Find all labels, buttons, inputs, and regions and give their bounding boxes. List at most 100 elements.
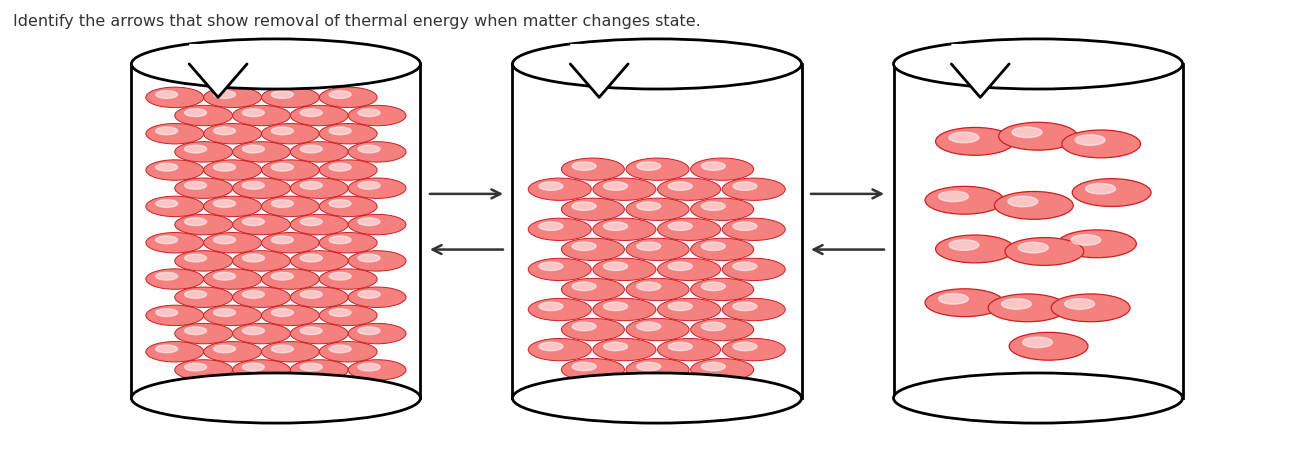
Circle shape	[213, 200, 235, 208]
Circle shape	[1058, 231, 1137, 258]
Circle shape	[175, 324, 233, 344]
Circle shape	[184, 146, 206, 154]
Circle shape	[271, 164, 293, 172]
Circle shape	[175, 142, 233, 163]
Circle shape	[155, 309, 177, 317]
Circle shape	[625, 159, 689, 181]
Circle shape	[593, 299, 656, 321]
Circle shape	[204, 306, 261, 326]
Circle shape	[290, 251, 348, 271]
Circle shape	[213, 309, 235, 317]
Circle shape	[733, 223, 757, 231]
Circle shape	[328, 237, 351, 244]
Circle shape	[691, 359, 754, 381]
Circle shape	[669, 182, 692, 191]
Circle shape	[290, 142, 348, 163]
Circle shape	[261, 161, 319, 181]
Circle shape	[925, 187, 1004, 215]
Circle shape	[357, 146, 380, 154]
Circle shape	[233, 324, 290, 344]
Circle shape	[702, 163, 725, 171]
Circle shape	[1008, 197, 1038, 207]
Circle shape	[155, 200, 177, 208]
Circle shape	[184, 182, 206, 190]
Circle shape	[723, 179, 786, 201]
Circle shape	[625, 279, 689, 301]
Circle shape	[204, 88, 261, 108]
Circle shape	[242, 363, 264, 371]
Circle shape	[702, 323, 725, 331]
Circle shape	[233, 179, 290, 199]
Circle shape	[657, 179, 720, 201]
Circle shape	[146, 124, 204, 144]
Circle shape	[561, 199, 624, 221]
Circle shape	[637, 282, 661, 291]
Circle shape	[271, 273, 293, 281]
Circle shape	[319, 269, 377, 290]
Circle shape	[593, 339, 656, 361]
Circle shape	[593, 259, 656, 281]
Circle shape	[261, 88, 319, 108]
Circle shape	[936, 128, 1014, 156]
Circle shape	[723, 259, 786, 281]
Ellipse shape	[512, 40, 802, 90]
Circle shape	[603, 263, 628, 271]
Circle shape	[300, 146, 322, 154]
Circle shape	[691, 319, 754, 341]
Circle shape	[657, 339, 720, 361]
Circle shape	[1071, 235, 1101, 246]
Circle shape	[603, 302, 628, 311]
Text: Identify the arrows that show removal of thermal energy when matter changes stat: Identify the arrows that show removal of…	[13, 14, 700, 29]
Circle shape	[528, 299, 591, 321]
Circle shape	[175, 215, 233, 235]
Circle shape	[328, 345, 351, 353]
Circle shape	[999, 123, 1077, 151]
Circle shape	[988, 294, 1067, 322]
Circle shape	[146, 197, 204, 217]
Circle shape	[637, 243, 661, 251]
Circle shape	[357, 327, 380, 335]
Circle shape	[691, 159, 754, 181]
Circle shape	[539, 343, 562, 351]
Circle shape	[290, 288, 348, 308]
Circle shape	[146, 306, 204, 326]
Circle shape	[204, 197, 261, 217]
Circle shape	[625, 239, 689, 261]
Circle shape	[175, 251, 233, 271]
Circle shape	[146, 161, 204, 181]
Circle shape	[723, 219, 786, 241]
Circle shape	[213, 273, 235, 281]
Circle shape	[290, 324, 348, 344]
Circle shape	[348, 106, 406, 126]
Ellipse shape	[131, 40, 420, 90]
Circle shape	[261, 233, 319, 253]
Circle shape	[691, 199, 754, 221]
Circle shape	[271, 309, 293, 317]
Circle shape	[572, 323, 597, 331]
Circle shape	[271, 128, 293, 136]
Circle shape	[357, 363, 380, 371]
Circle shape	[175, 179, 233, 199]
Circle shape	[637, 163, 661, 171]
Circle shape	[669, 263, 692, 271]
Circle shape	[357, 182, 380, 190]
Circle shape	[233, 251, 290, 271]
Circle shape	[949, 133, 979, 144]
Circle shape	[271, 237, 293, 244]
Circle shape	[1075, 136, 1105, 146]
Circle shape	[1062, 131, 1141, 158]
Circle shape	[233, 288, 290, 308]
Circle shape	[348, 288, 406, 308]
Circle shape	[603, 182, 628, 191]
Circle shape	[669, 343, 692, 351]
Circle shape	[702, 243, 725, 251]
Circle shape	[290, 179, 348, 199]
Circle shape	[175, 288, 233, 308]
Circle shape	[657, 259, 720, 281]
Circle shape	[1005, 238, 1084, 266]
Circle shape	[233, 142, 290, 163]
Circle shape	[348, 142, 406, 163]
Circle shape	[995, 192, 1074, 220]
Circle shape	[938, 192, 968, 202]
Circle shape	[733, 302, 757, 311]
